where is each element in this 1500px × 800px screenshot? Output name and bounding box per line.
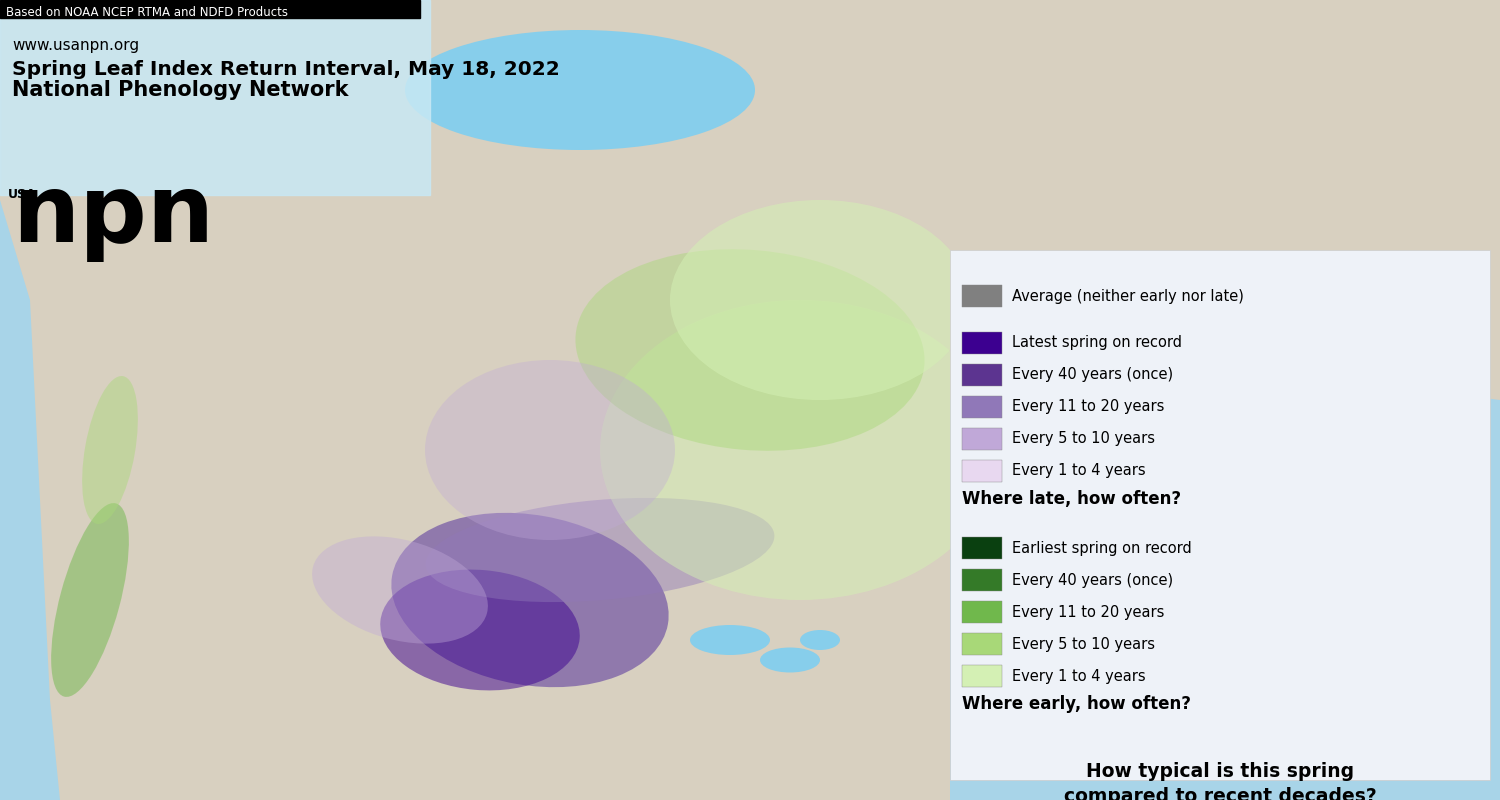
Ellipse shape	[800, 630, 840, 650]
Text: USA: USA	[8, 188, 36, 201]
Text: Based on NOAA NCEP RTMA and NDFD Products: Based on NOAA NCEP RTMA and NDFD Product…	[6, 6, 288, 18]
Ellipse shape	[82, 376, 138, 524]
Text: www.usanpn.org: www.usanpn.org	[12, 38, 140, 53]
Bar	[962, 285, 1002, 307]
Text: Every 1 to 4 years: Every 1 to 4 years	[1013, 463, 1146, 478]
Polygon shape	[0, 200, 60, 800]
Text: Every 40 years (once): Every 40 years (once)	[1013, 573, 1173, 587]
Ellipse shape	[51, 503, 129, 697]
Bar	[962, 569, 1002, 591]
Bar	[962, 364, 1002, 386]
Bar	[962, 332, 1002, 354]
Text: Spring Leaf Index Return Interval, May 18, 2022: Spring Leaf Index Return Interval, May 1…	[12, 60, 560, 79]
Bar	[962, 460, 1002, 482]
Ellipse shape	[600, 300, 1000, 600]
Bar	[962, 428, 1002, 450]
Text: How typical is this spring
compared to recent decades?: How typical is this spring compared to r…	[1064, 762, 1377, 800]
Text: Average (neither early nor late): Average (neither early nor late)	[1013, 289, 1244, 303]
Polygon shape	[950, 350, 1500, 800]
Text: npn: npn	[12, 170, 214, 262]
Text: Every 5 to 10 years: Every 5 to 10 years	[1013, 431, 1155, 446]
Ellipse shape	[576, 250, 924, 450]
Ellipse shape	[424, 360, 675, 540]
Ellipse shape	[670, 200, 970, 400]
Text: Earliest spring on record: Earliest spring on record	[1013, 541, 1191, 555]
Text: Where early, how often?: Where early, how often?	[962, 695, 1191, 713]
Text: Every 11 to 20 years: Every 11 to 20 years	[1013, 605, 1164, 619]
Text: Every 5 to 10 years: Every 5 to 10 years	[1013, 637, 1155, 651]
FancyBboxPatch shape	[950, 250, 1490, 780]
Ellipse shape	[380, 570, 580, 690]
Bar	[962, 601, 1002, 623]
Bar	[0, 0, 420, 18]
Ellipse shape	[392, 513, 669, 687]
Text: Where late, how often?: Where late, how often?	[962, 490, 1180, 508]
Text: National Phenology Network: National Phenology Network	[12, 80, 348, 100]
Text: Every 11 to 20 years: Every 11 to 20 years	[1013, 399, 1164, 414]
Text: Latest spring on record: Latest spring on record	[1013, 335, 1182, 350]
Bar	[0, 0, 430, 195]
Text: Every 1 to 4 years: Every 1 to 4 years	[1013, 669, 1146, 683]
Ellipse shape	[312, 536, 488, 644]
Text: Every 40 years (once): Every 40 years (once)	[1013, 367, 1173, 382]
Ellipse shape	[760, 647, 820, 673]
Ellipse shape	[405, 30, 754, 150]
Ellipse shape	[690, 625, 770, 655]
Bar	[962, 396, 1002, 418]
Bar	[962, 537, 1002, 559]
Bar	[962, 665, 1002, 687]
Polygon shape	[0, 60, 1500, 800]
Ellipse shape	[426, 498, 774, 602]
Bar	[962, 633, 1002, 655]
